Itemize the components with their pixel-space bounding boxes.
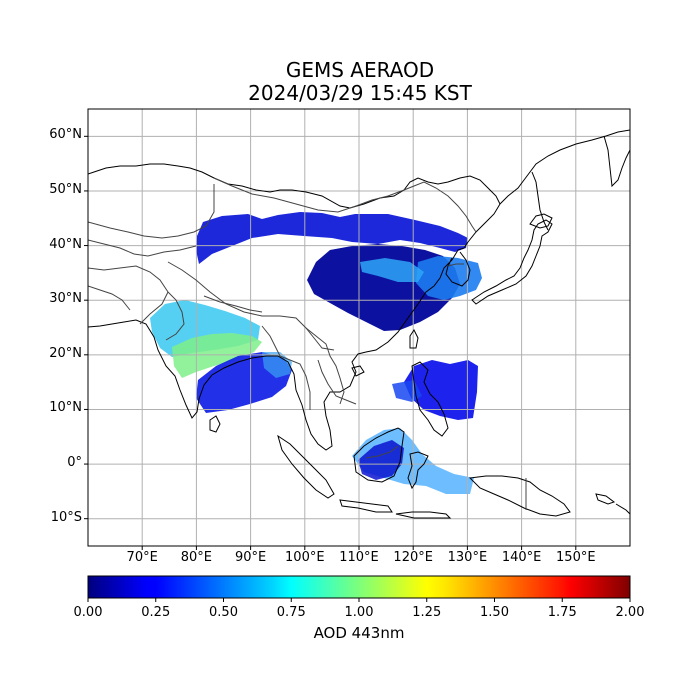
colorbar-tick-label: 1.25 [412, 605, 442, 620]
border-borneo [365, 445, 399, 459]
lon-tick-label: 70°E [126, 550, 158, 565]
coastline-lesser-sunda [395, 511, 452, 519]
map-title-line-2: 2024/03/29 15:45 KST [248, 81, 472, 105]
colorbar-tick-label: 0.25 [141, 605, 171, 620]
lat-tick-label: 10°N [49, 400, 82, 416]
coastlines [88, 129, 630, 519]
lat-tick-label: 60°N [49, 127, 82, 143]
coastline-sri-lanka [209, 415, 221, 433]
coastline-kamchatka [603, 135, 630, 188]
coastline-russia-east [499, 129, 630, 205]
coastline-sumatra [277, 434, 335, 499]
lon-tick-label: 130°E [447, 550, 488, 565]
coastline-hokkaido [529, 213, 553, 229]
border-india-china [167, 261, 335, 351]
coastline-borneo [353, 427, 405, 483]
coastline-mainland-asia [88, 163, 501, 451]
coastline-hainan [351, 365, 365, 377]
coastline-korea [445, 251, 471, 287]
border-india-pakistan [165, 291, 185, 341]
border-mongolia-china [213, 177, 405, 213]
colorbar [87, 575, 631, 599]
coastline-philippines [411, 361, 449, 437]
colorbar-tick-label: 0.00 [73, 605, 103, 620]
border-kazakhstan-uzbek [88, 239, 197, 257]
lon-tick-label: 80°E [180, 550, 213, 565]
lat-tick-label: 20°N [49, 345, 82, 361]
aod-area-indo-gangetic [172, 333, 262, 378]
aod-area-myanmar [262, 352, 292, 378]
colorbar-tick-label: 1.00 [344, 605, 374, 620]
lon-tick-label: 100°E [285, 550, 325, 565]
country-borders [88, 177, 527, 510]
colorbar-tick-label: 1.75 [547, 605, 577, 620]
lon-tick-label: 120°E [393, 550, 433, 565]
map-gridlines [88, 109, 630, 546]
lon-tick-label: 110°E [339, 550, 379, 565]
colorbar-label: AOD 443nm [313, 624, 405, 642]
lon-tick-marks [141, 546, 577, 550]
colorbar-tick-label: 0.50 [209, 605, 238, 620]
border-west-asia [88, 285, 131, 311]
coastline-solomon [595, 493, 630, 515]
coastline-sulawesi [407, 451, 429, 490]
colorbar-tick-marks [87, 598, 631, 602]
coastline-taiwan [409, 329, 419, 349]
lon-tick-label: 140°E [501, 550, 542, 565]
colorbar-tick-label: 0.75 [276, 605, 306, 620]
aod-area-shandong-band [360, 258, 424, 282]
border-bangladesh-myanmar [261, 325, 311, 410]
colorbar-tick-label: 2.00 [615, 605, 645, 620]
aod-area-philippines [404, 360, 478, 420]
lon-tick-label: 90°E [234, 550, 267, 565]
lat-tick-marks [84, 135, 88, 520]
lon-tick-label: 150°E [556, 550, 596, 565]
coastline-japan [471, 219, 553, 305]
border-afghanistan-pakistan [88, 265, 169, 325]
coastline-new-guinea [468, 475, 571, 517]
map-title-line-1: GEMS AERAOD [285, 58, 435, 82]
lat-tick-label: 10°S [50, 509, 82, 525]
lat-tick-label: 40°N [49, 236, 82, 252]
border-laos-vietnam [317, 359, 357, 405]
coastline-sakhalin [531, 171, 549, 231]
lat-tick-label: 50°N [49, 181, 82, 197]
aod-area-mongolia-north-china [196, 212, 468, 264]
border-indochina [305, 327, 345, 405]
border-china-central-asia [88, 184, 215, 239]
border-north-south-korea [447, 263, 464, 267]
border-russia-china-east [403, 181, 477, 233]
colorbar-tick-label: 1.50 [480, 605, 509, 620]
lat-tick-label: 30°N [49, 291, 82, 307]
border-nepal [203, 295, 263, 313]
lat-tick-label: 0° [67, 455, 82, 471]
coastline-java [339, 499, 393, 513]
